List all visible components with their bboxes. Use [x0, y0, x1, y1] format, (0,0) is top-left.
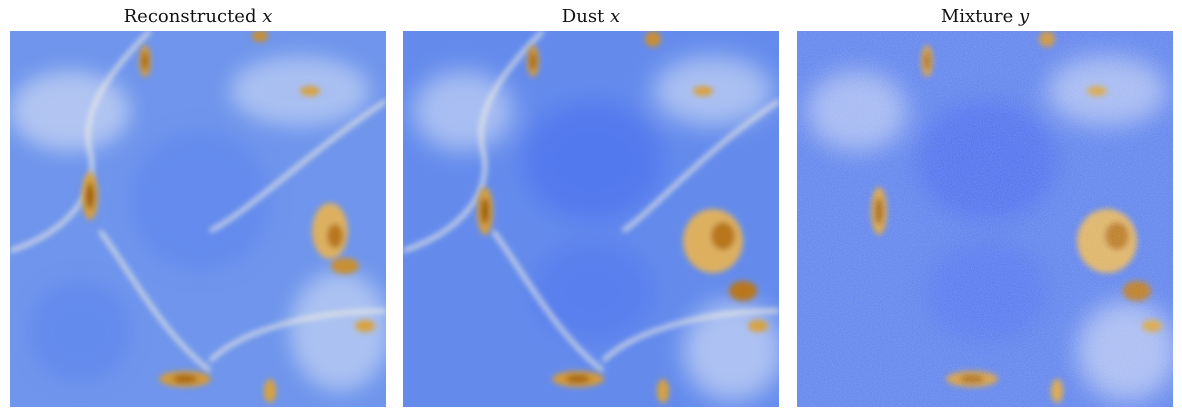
- reconstructed-field-image: [10, 31, 386, 407]
- title-text: Dust: [561, 6, 605, 27]
- title-variable: y: [1018, 6, 1030, 27]
- panel-title-mixture: Mixture y: [797, 6, 1173, 27]
- panel-dust: Dust x: [403, 0, 779, 417]
- title-text: Reconstructed: [123, 6, 257, 27]
- panel-title-dust: Dust x: [403, 6, 779, 27]
- panel-title-reconstructed: Reconstructed x: [10, 6, 386, 27]
- mixture-field-image: [797, 31, 1173, 407]
- panel-mixture: Mixture y: [797, 0, 1173, 417]
- dust-field-image: [403, 31, 779, 407]
- title-variable: x: [262, 6, 273, 27]
- title-variable: x: [610, 6, 621, 27]
- title-text: Mixture: [940, 6, 1014, 27]
- panel-reconstructed: Reconstructed x: [10, 0, 386, 417]
